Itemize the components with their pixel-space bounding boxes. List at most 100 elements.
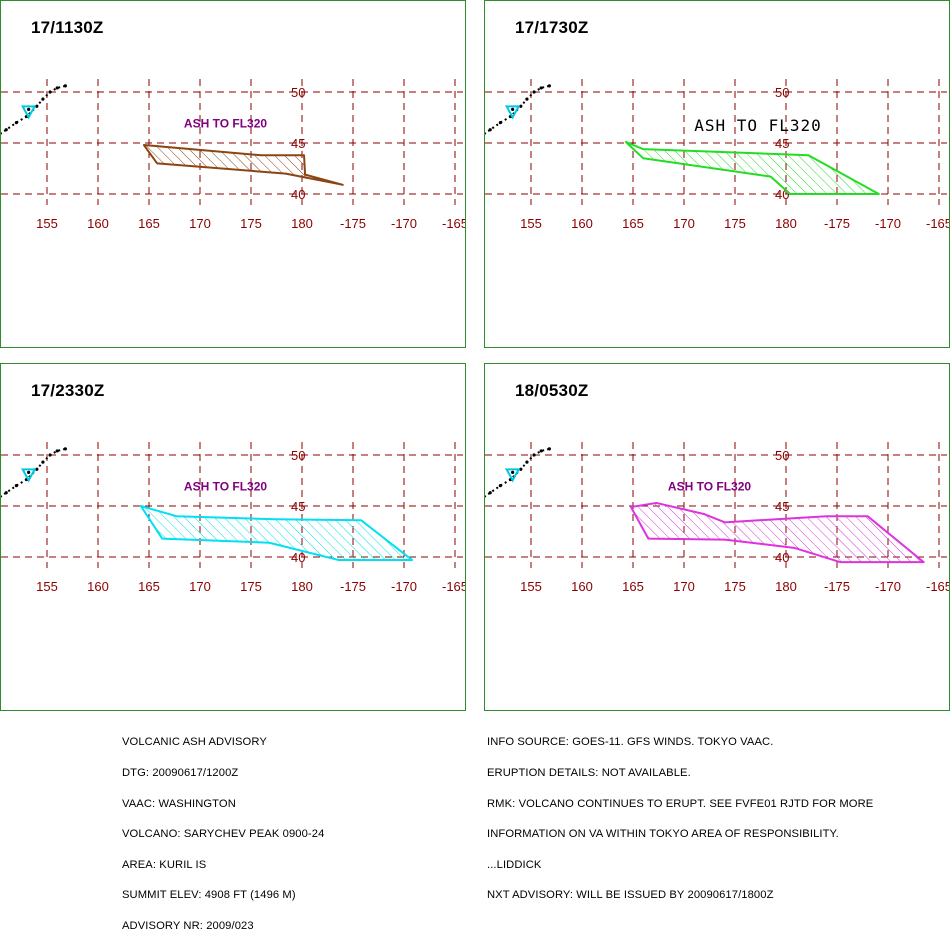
- lon-label: -175: [824, 216, 850, 231]
- lon-label: 165: [138, 579, 160, 594]
- lon-label: 155: [520, 216, 542, 231]
- ash-cloud-polygon: [142, 144, 344, 186]
- volcano-marker: [20, 105, 37, 120]
- island-dot: [498, 121, 502, 125]
- panel-time-1: 17/1130Z: [31, 18, 104, 37]
- volcano-dot: [27, 470, 31, 474]
- island-chain: [485, 84, 550, 135]
- advisory-line: DTG: 20090617/1200Z: [122, 767, 239, 779]
- island-dot: [525, 97, 529, 101]
- lon-label: 160: [87, 216, 109, 231]
- ash-label: ASH TO FL320: [694, 116, 822, 135]
- lon-label: -165: [926, 579, 949, 594]
- advisory-line: VAAC: WASHINGTON: [122, 797, 236, 810]
- ash-label: ASH TO FL320: [184, 117, 267, 131]
- lon-label: 165: [622, 216, 644, 231]
- lat-label: 50: [775, 448, 789, 463]
- advisory-line: AREA: KURIL IS: [122, 858, 207, 871]
- lon-label: -165: [926, 216, 949, 231]
- advisory-line: INFO SOURCE: GOES-11. GFS WINDS. TOKYO V…: [487, 736, 774, 749]
- lon-label: 175: [240, 216, 262, 231]
- island-dot: [63, 84, 67, 88]
- lon-label: -170: [391, 579, 417, 594]
- panel-time-4: 18/0530Z: [515, 381, 589, 400]
- island-dot: [48, 90, 52, 94]
- island-dot: [488, 128, 492, 132]
- lon-label: 155: [36, 216, 58, 231]
- map-svg-3: 50 45 40 155 160 165 170 175 180 -175 -170 -165 ASH …: [1, 442, 465, 594]
- island-dot: [41, 460, 45, 464]
- lon-label: -165: [442, 216, 465, 231]
- map-svg-4: 50 45 40 155 160 165 170 175 180 -175 -170 -165 ASH …: [485, 442, 949, 594]
- lon-label: -170: [875, 579, 901, 594]
- island-dot: [525, 460, 529, 464]
- lat-label: 40: [775, 550, 789, 565]
- island-dot: [488, 491, 492, 495]
- ash-label: ASH TO FL320: [184, 480, 267, 494]
- lon-label: 180: [775, 216, 797, 231]
- island-dot: [547, 84, 551, 88]
- lat-label: 45: [291, 499, 305, 514]
- advisory-info-left: VOLCANIC ASH ADVISORY DTG: 20090617/1200…: [122, 717, 324, 941]
- lat-label: 50: [775, 85, 789, 100]
- island-dot: [498, 484, 502, 488]
- advisory-line: INFORMATION ON VA WITHIN TOKYO AREA OF R…: [487, 828, 839, 841]
- volcano-marker: [20, 468, 37, 483]
- advisory-info-right: INFO SOURCE: GOES-11. GFS WINDS. TOKYO V…: [487, 717, 873, 911]
- ash-cloud-polygon: [139, 505, 414, 562]
- panel-time-2: 17/1730Z: [515, 18, 589, 37]
- volcano-marker: [504, 468, 521, 483]
- lat-label: 45: [775, 136, 789, 151]
- lat-label: 40: [291, 187, 305, 202]
- island-dot: [547, 447, 551, 451]
- advisory-line: NXT ADVISORY: WILL BE ISSUED BY 20090617…: [487, 889, 774, 902]
- island-dot: [41, 97, 45, 101]
- lon-label: 165: [622, 579, 644, 594]
- island-dot: [14, 121, 18, 125]
- lat-label: 50: [291, 448, 305, 463]
- island-chain: [1, 84, 66, 135]
- ash-label: ASH TO FL320: [668, 480, 751, 494]
- lon-label: -170: [875, 216, 901, 231]
- advisory-line: SUMMIT ELEV: 4908 FT (1496 M): [122, 889, 296, 902]
- map-svg-1: 50 45 40 155 160 165 170 175 180 -175 -170 -165 ASH …: [1, 79, 465, 231]
- volcano-dot: [511, 107, 515, 111]
- lat-label: 45: [775, 499, 789, 514]
- lon-label: -170: [391, 216, 417, 231]
- lon-label: 175: [724, 579, 746, 594]
- volcano-dot: [511, 470, 515, 474]
- lon-label: 180: [775, 579, 797, 594]
- lon-label: 175: [240, 579, 262, 594]
- volcano-dot: [27, 107, 31, 111]
- lon-label: 180: [291, 216, 313, 231]
- island-chain: [1, 447, 66, 498]
- lon-label: 175: [724, 216, 746, 231]
- lon-label: 170: [673, 579, 695, 594]
- panel-time-3: 17/2330Z: [31, 381, 105, 400]
- island-chain: [485, 447, 550, 498]
- island-dot: [55, 449, 59, 453]
- island-dot: [4, 491, 8, 495]
- volcano-marker: [504, 105, 521, 120]
- island-dot: [532, 453, 536, 457]
- lon-label: 165: [138, 216, 160, 231]
- lat-label: 50: [291, 85, 305, 100]
- island-dot: [539, 449, 543, 453]
- lon-label: -175: [824, 579, 850, 594]
- forecast-panel-3: 50 45 40 155 160 165 170 175 180 -175 -170 -165 ASH …: [0, 363, 466, 711]
- lon-label: -175: [340, 579, 366, 594]
- lon-label: 155: [520, 579, 542, 594]
- advisory-line: ERUPTION DETAILS: NOT AVAILABLE.: [487, 767, 691, 779]
- lat-label: 40: [291, 550, 305, 565]
- lon-label: 160: [571, 579, 593, 594]
- forecast-panel-4: 50 45 40 155 160 165 170 175 180 -175 -170 -165 ASH …: [484, 363, 950, 711]
- advisory-line: RMK: VOLCANO CONTINUES TO ERUPT. SEE FVF…: [487, 797, 874, 810]
- island-dot: [55, 86, 59, 90]
- forecast-panel-1: 50 45 40 155 160 165 170 175 180 -175 -170 -165 ASH …: [0, 0, 466, 348]
- island-dot: [4, 128, 8, 132]
- advisory-line: ADVISORY NR: 2009/023: [122, 919, 254, 932]
- island-dot: [48, 453, 52, 457]
- advisory-line: ...LIDDICK: [487, 858, 542, 871]
- ash-cloud-polygon: [629, 501, 925, 564]
